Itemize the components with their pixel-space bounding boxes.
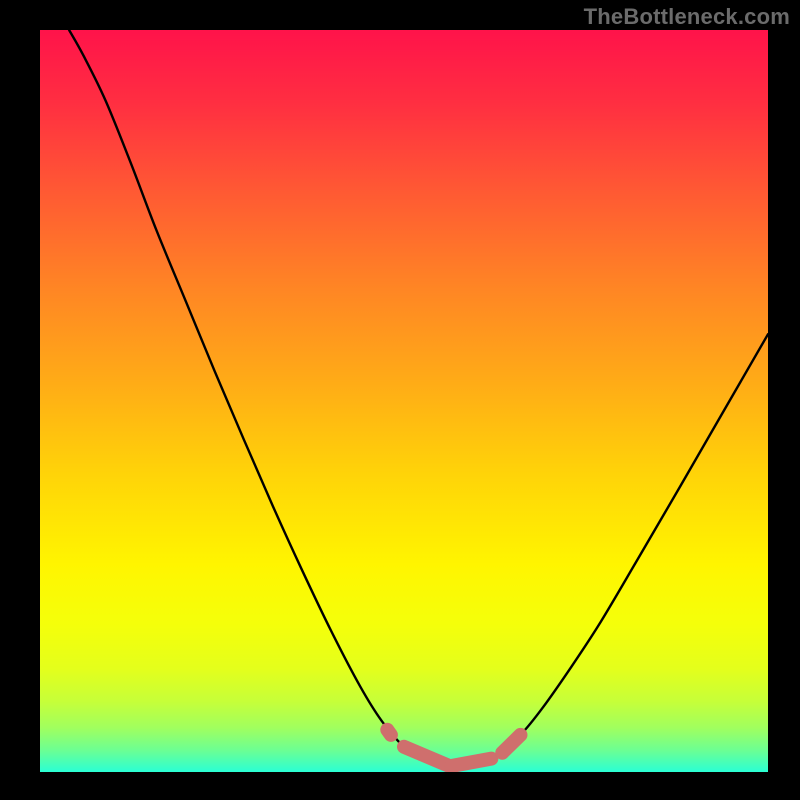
bottleneck-curve [69, 30, 768, 766]
highlight-segment [404, 747, 448, 766]
chart-frame: TheBottleneck.com [0, 0, 800, 800]
watermark-text: TheBottleneck.com [584, 4, 790, 30]
chart-svg [40, 30, 768, 772]
highlight-segment [502, 735, 520, 753]
highlight-segment [451, 759, 491, 766]
highlight-segment [387, 730, 391, 735]
highlight-group [387, 730, 520, 766]
plot-area [40, 30, 768, 772]
